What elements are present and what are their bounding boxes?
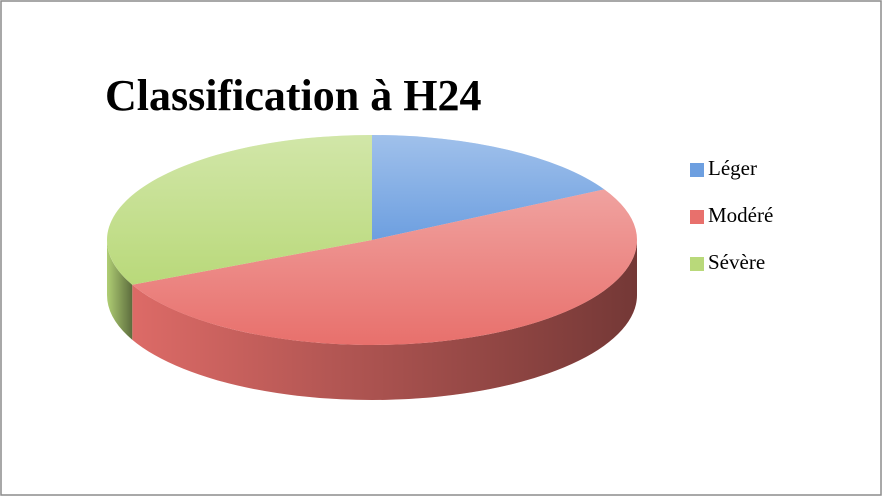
slice-side-shade — [107, 240, 133, 340]
legend-swatch — [690, 210, 704, 224]
slice-highlight — [132, 189, 637, 346]
legend-swatch — [690, 257, 704, 271]
slice-highlight — [372, 135, 605, 240]
pie — [107, 135, 637, 400]
legend-label: Léger — [708, 156, 757, 180]
slice-side-shade — [132, 240, 637, 400]
legend-label: Modéré — [708, 203, 773, 227]
legend-swatch — [690, 163, 704, 177]
legend-label: Sévère — [708, 250, 765, 274]
slice-highlight — [107, 135, 372, 285]
chart-title: Classification à H24 — [105, 71, 481, 120]
legend: Léger Modéré Sévère — [690, 156, 773, 274]
